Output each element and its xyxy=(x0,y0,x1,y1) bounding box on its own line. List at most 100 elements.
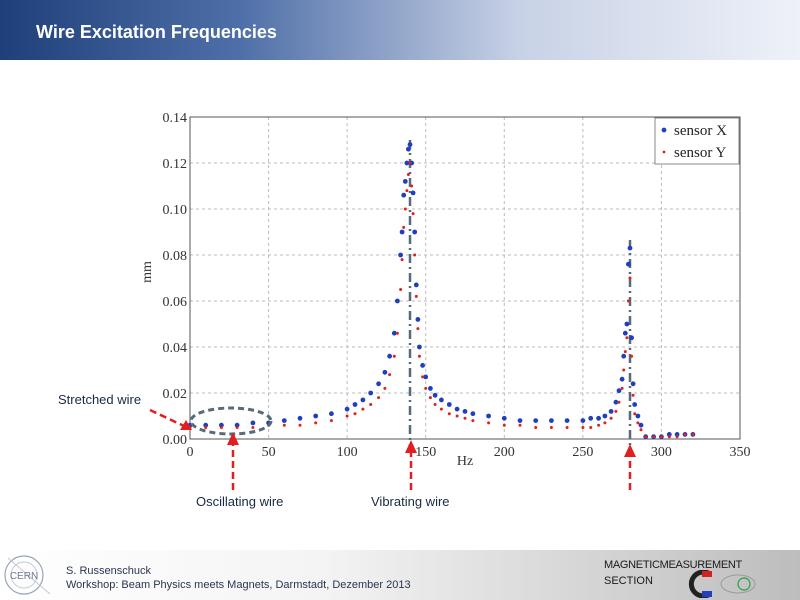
sensor-y-point xyxy=(282,423,286,427)
data-points xyxy=(187,142,696,440)
sensor-x-point xyxy=(420,363,425,368)
sensor-y-point xyxy=(581,426,585,429)
sensor-y-point xyxy=(636,421,640,425)
page-title: Wire Excitation Frequencies xyxy=(36,22,277,42)
sensor-y-point xyxy=(652,435,656,439)
title-bar: Wire Excitation Frequencies xyxy=(0,0,800,60)
y-tick-label: 0.02 xyxy=(163,387,188,402)
sensor-x-point xyxy=(549,418,554,423)
sensor-x-point xyxy=(446,402,452,407)
section-name-line2: SECTION xyxy=(604,575,653,587)
sensor-y-point xyxy=(219,426,223,429)
sensor-y-point xyxy=(683,432,687,436)
sensor-y-point xyxy=(369,403,373,406)
x-tick-label: 300 xyxy=(651,445,672,460)
x-tick-label: 100 xyxy=(337,445,358,460)
sensor-x-point xyxy=(410,190,416,196)
y-tick-label: 0.06 xyxy=(163,295,188,310)
sensor-x-point xyxy=(632,402,638,407)
sensor-x-point xyxy=(608,409,614,414)
sensor-y-point xyxy=(597,423,601,427)
cern-logo-text: CERN xyxy=(10,571,38,582)
y-tick-label: 0.00 xyxy=(163,433,188,448)
sensor-y-point xyxy=(620,386,624,390)
sensor-y-point xyxy=(377,396,381,400)
footer-bar xyxy=(0,550,800,600)
sensor-x-point xyxy=(404,160,410,166)
sensor-x-point xyxy=(470,411,476,417)
sensor-x-point xyxy=(602,413,608,419)
sensor-x-point xyxy=(250,420,256,426)
sensor-x-point xyxy=(219,422,224,428)
sensor-y-point xyxy=(421,375,425,379)
sensor-y-point xyxy=(625,336,629,340)
vibrating-wire-label: Vibrating wire xyxy=(371,494,450,509)
sensor-y-point xyxy=(659,435,663,439)
legend-sensor-y-marker xyxy=(662,150,666,154)
sensor-y-point xyxy=(589,426,593,429)
x-tick-label: 150 xyxy=(415,445,436,460)
sensor-y-point xyxy=(630,354,634,358)
sensor-x-point xyxy=(417,344,422,350)
sensor-x-point xyxy=(360,397,366,403)
sensor-y-point xyxy=(603,421,607,425)
sensor-x-point xyxy=(624,321,630,327)
sensor-x-point xyxy=(413,282,419,288)
section-name-line1: MAGNETICMEASUREMENT xyxy=(604,559,742,571)
sensor-y-point xyxy=(628,276,632,280)
sensor-x-point xyxy=(203,422,209,428)
sensor-x-point xyxy=(382,369,388,375)
sensor-x-point xyxy=(432,392,438,398)
sensor-y-point xyxy=(392,354,396,358)
sensor-x-point xyxy=(391,330,397,336)
sensor-x-point xyxy=(613,399,619,405)
sensor-y-point xyxy=(416,327,420,331)
sensor-y-point xyxy=(388,373,392,377)
sensor-x-point xyxy=(621,353,627,359)
sensor-y-point xyxy=(402,225,406,229)
sensor-y-point xyxy=(411,212,415,216)
legend-box xyxy=(654,117,740,165)
sensor-x-point xyxy=(564,418,570,423)
sensor-x-point xyxy=(627,245,633,251)
x-tick-label: 50 xyxy=(262,445,276,460)
resonance-chart: 0 50 100 150 200 250 300 350 0.00 0.02 0.04 0.06 0.0… xyxy=(140,111,751,490)
sensor-x-point xyxy=(344,406,350,412)
sensor-y-point xyxy=(408,161,412,165)
sensor-x-point xyxy=(329,411,334,417)
sensor-x-point xyxy=(517,418,523,423)
y-tick-label: 0.04 xyxy=(163,341,188,356)
sensor-y-point xyxy=(406,173,410,176)
sensor-y-point xyxy=(471,419,475,423)
x-tick-label: 200 xyxy=(494,445,515,460)
sensor-x-point xyxy=(619,376,625,382)
sensor-y-point xyxy=(428,396,432,400)
sensor-y-point xyxy=(614,409,618,413)
sensor-y-point xyxy=(439,407,443,411)
sensor-y-point xyxy=(667,435,671,439)
sensor-y-point xyxy=(623,350,627,354)
legend-sensor-y-label: sensor Y xyxy=(674,145,727,161)
sensor-y-point xyxy=(565,426,569,429)
sensor-y-point xyxy=(487,421,491,425)
legend: sensor X sensor Y xyxy=(654,117,740,165)
x-tick-label: 250 xyxy=(572,445,593,460)
sensor-x-point xyxy=(588,415,594,421)
sensor-y-point xyxy=(399,288,403,291)
sensor-x-point xyxy=(234,422,240,428)
magnet-logo-icon xyxy=(688,570,756,598)
sensor-y-point xyxy=(433,403,437,406)
legend-sensor-x-label: sensor X xyxy=(674,123,727,139)
sensor-x-point xyxy=(401,192,407,198)
sensor-y-point xyxy=(633,412,637,416)
cern-logo: CERN xyxy=(4,555,51,595)
oscillating-wire-label: Oscillating wire xyxy=(196,494,284,509)
sensor-x-point xyxy=(630,381,636,387)
sensor-x-point xyxy=(486,413,491,419)
y-tick-label: 0.08 xyxy=(163,249,188,264)
y-tick-label: 0.14 xyxy=(163,111,188,126)
sensor-y-point xyxy=(447,412,451,416)
sensor-y-point xyxy=(413,253,417,257)
sensor-y-point xyxy=(405,189,409,193)
sensor-x-point xyxy=(297,415,303,421)
